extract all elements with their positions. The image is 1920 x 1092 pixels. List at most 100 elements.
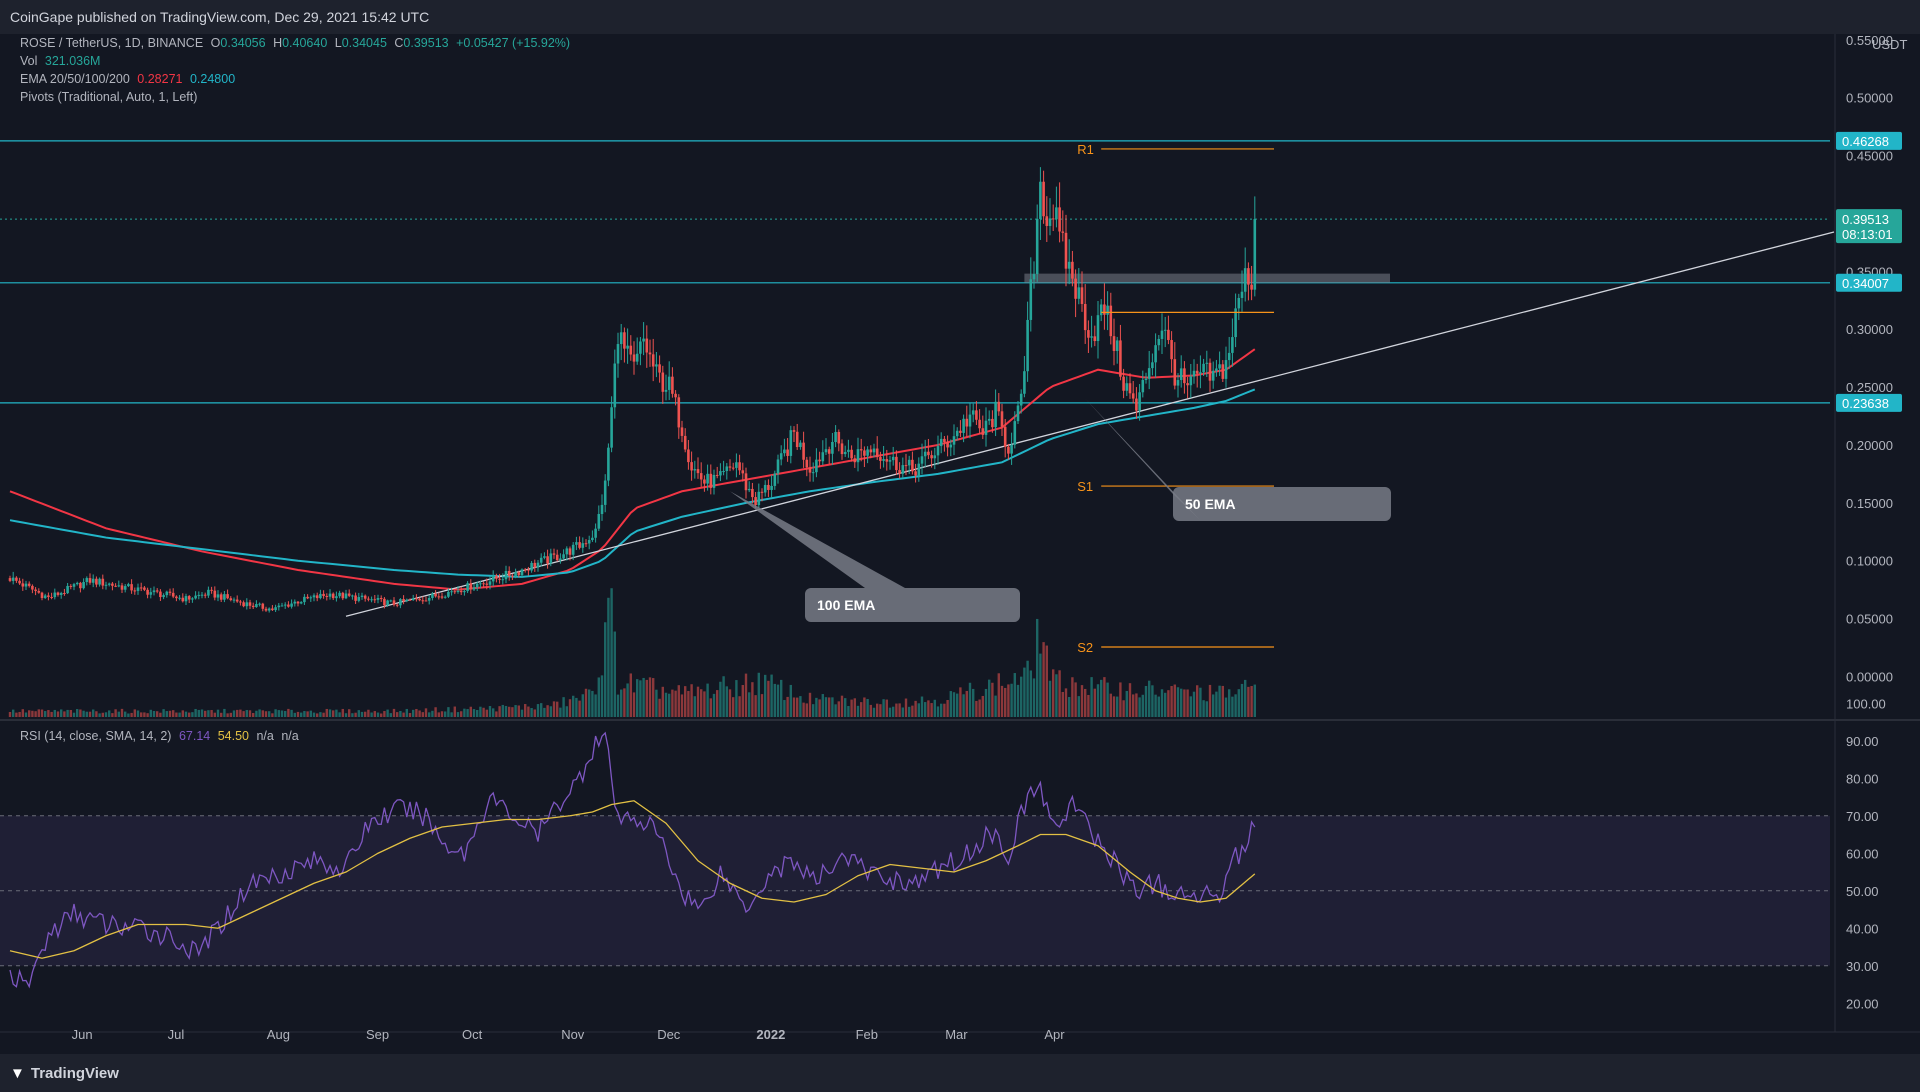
candle-body — [226, 594, 229, 599]
volume-bar — [386, 709, 389, 717]
volume-bar — [69, 709, 72, 717]
volume-bar — [1180, 688, 1183, 717]
volume-bar — [264, 711, 268, 717]
volume-bar — [757, 672, 760, 717]
ema50-callout-box — [1173, 487, 1391, 521]
legend-pivots-row: Pivots (Traditional, Auto, 1, Left) — [20, 90, 197, 104]
candle-body — [991, 418, 994, 428]
volume-bar — [1218, 685, 1221, 717]
candle-body — [751, 488, 754, 498]
candle-body — [72, 584, 76, 587]
volume-bar — [328, 709, 332, 717]
volume-bar — [492, 708, 495, 717]
candle-body — [319, 593, 322, 599]
candle-body — [219, 594, 223, 600]
volume-bar — [770, 674, 773, 717]
volume-bar — [18, 711, 21, 717]
volume-bar — [421, 712, 424, 717]
candle-body — [504, 570, 508, 580]
volume-bar — [1068, 697, 1071, 717]
candle-body — [1211, 370, 1215, 381]
candle-body — [1144, 378, 1148, 381]
candle-body — [175, 596, 178, 599]
candle-body — [479, 583, 482, 585]
volume-bar — [652, 678, 655, 717]
volume-bar — [156, 711, 159, 717]
candle-body — [178, 597, 181, 599]
candle-body — [466, 583, 469, 592]
candle-body — [808, 467, 812, 473]
volume-bar — [684, 686, 687, 717]
volume-bar — [613, 631, 616, 717]
countdown-label: 08:13:01 — [1842, 227, 1893, 242]
candle-body — [568, 548, 572, 555]
candle-body — [111, 583, 114, 586]
candle-body — [66, 585, 69, 594]
candle-body — [863, 450, 866, 456]
candle-body — [514, 572, 517, 577]
candle-body — [1135, 398, 1138, 411]
volume-bar — [831, 697, 834, 717]
candle-body — [648, 352, 652, 355]
candle-body — [939, 438, 943, 447]
volume-bar — [536, 704, 540, 717]
volume-bar — [114, 709, 117, 717]
candle-body — [437, 596, 441, 598]
candle-body — [127, 584, 130, 587]
candle-body — [245, 602, 249, 607]
candle-body — [303, 596, 306, 603]
volume-bar — [322, 712, 325, 717]
candle-body — [255, 604, 258, 608]
chart-area[interactable]: R1 S1 S2 100 EMA 50 EMA 0.55000 0.50000 0.450… — [0, 33, 1920, 1054]
candle-body — [1103, 304, 1106, 315]
volume-bar — [776, 684, 780, 717]
volume-bar — [754, 695, 757, 717]
candle-body — [1067, 261, 1071, 269]
candle-body — [373, 599, 377, 601]
volume-bar — [821, 694, 824, 717]
ema50-callout-label: 50 EMA — [1185, 496, 1236, 512]
candle-body — [795, 431, 799, 448]
volume-bar — [594, 694, 597, 717]
candle-body — [1087, 330, 1090, 338]
volume-bar — [1154, 694, 1157, 717]
volume-bar — [1224, 697, 1228, 717]
candle-body — [632, 354, 636, 362]
candle-body — [1000, 411, 1004, 427]
candle-body — [59, 593, 63, 595]
ema-100-line — [9, 388, 1256, 578]
volume-bar — [901, 707, 904, 717]
candle-body — [338, 592, 341, 597]
volume-bar — [258, 709, 261, 717]
price-chart[interactable]: R1 S1 S2 100 EMA 50 EMA 0.55000 0.50000 0.450… — [0, 33, 1920, 1054]
volume-bar — [802, 702, 805, 717]
volume-bar — [584, 688, 588, 717]
candle-body — [386, 600, 389, 606]
time-tick-label: 2022 — [756, 1027, 785, 1042]
candle-body — [757, 491, 761, 506]
volume-bar — [623, 688, 626, 717]
volume-bar — [127, 713, 130, 717]
candle-body — [1224, 360, 1228, 379]
ascending-trendline — [345, 231, 1835, 617]
volume-bar — [232, 710, 236, 717]
volume-bar — [376, 712, 380, 717]
volume-bar — [216, 709, 220, 717]
volume-bar — [1173, 684, 1176, 717]
candle-body — [1189, 376, 1193, 386]
candle-body — [555, 554, 559, 561]
tradingview-logo[interactable]: ▼ TradingView — [10, 1065, 119, 1082]
candle-body — [248, 602, 252, 606]
low-value: 0.34045 — [341, 36, 387, 50]
volume-bar — [274, 709, 277, 717]
volume-bar — [1119, 682, 1122, 717]
candle-body — [447, 591, 450, 597]
candle-body — [1055, 207, 1058, 220]
candle-body — [136, 587, 140, 591]
volume-bar — [991, 682, 994, 717]
candle-body — [360, 595, 364, 598]
volume-bar — [428, 712, 431, 717]
candle-body — [469, 583, 473, 590]
rsi-tick-label: 60.00 — [1846, 846, 1879, 861]
price-tick-label: 0.25000 — [1846, 380, 1893, 395]
